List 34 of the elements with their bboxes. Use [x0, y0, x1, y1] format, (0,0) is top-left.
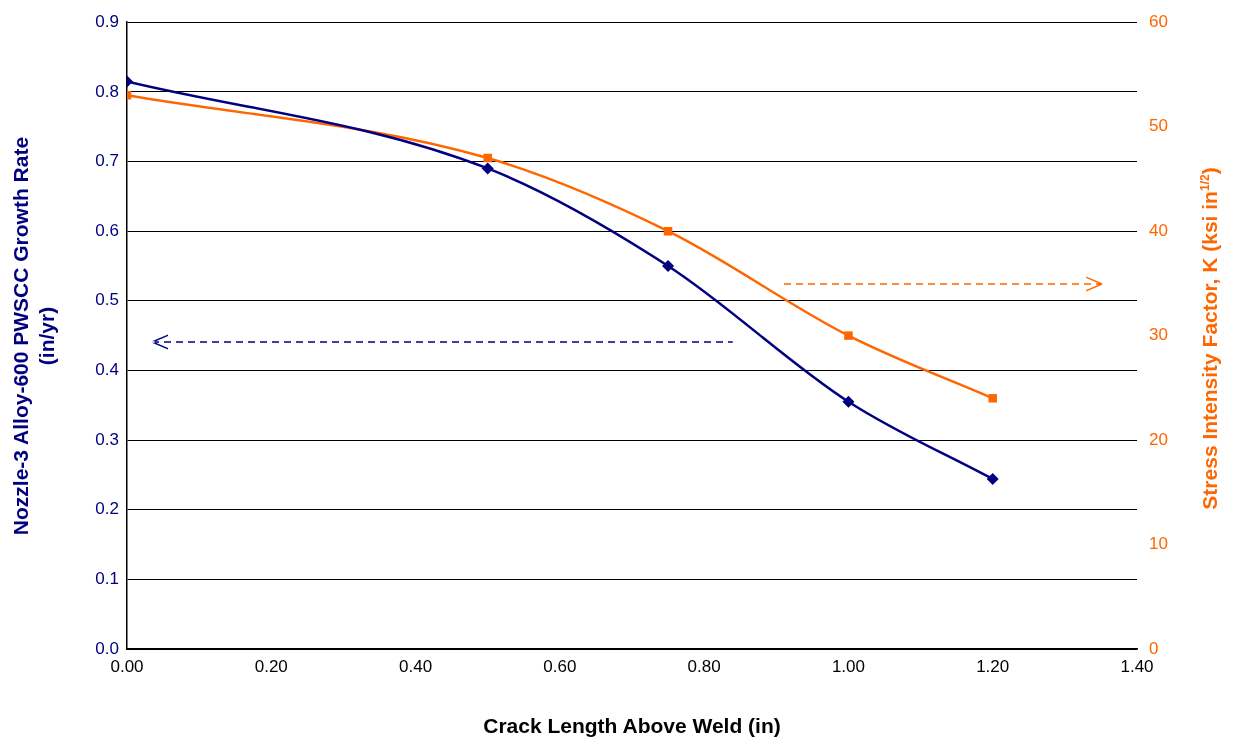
y-tick-label: 0.0: [95, 638, 119, 658]
point: [988, 394, 997, 403]
point: [986, 473, 999, 486]
y2-tick-label: 0: [1149, 638, 1159, 658]
x-tick-label: 0.40: [399, 656, 433, 676]
y2-tick-label: 50: [1149, 116, 1168, 136]
point: [483, 153, 492, 163]
y-tick-label: 0.5: [95, 290, 119, 310]
x-tick-label: 1.00: [831, 656, 865, 676]
x-tick-label: 0.60: [543, 656, 577, 676]
x-tick-label: 0.00: [110, 656, 144, 676]
y-axis-title: Nozzle-3 Alloy-600 PWSCC Growth Rate (in/yr): [8, 135, 59, 537]
y2-tick-label: 30: [1149, 325, 1168, 345]
x-tick-label: 1.40: [1120, 656, 1154, 676]
x-axis-title: Crack Length Above Weld (in): [483, 714, 781, 738]
x-tick-label: 0.20: [254, 656, 288, 676]
y-tick-label: 0.8: [95, 81, 119, 101]
y2-tick-label: 40: [1149, 220, 1168, 240]
y-tick-label: 0.3: [95, 429, 119, 449]
point: [844, 331, 853, 340]
point: [842, 395, 855, 408]
y2-tick-label: 10: [1149, 534, 1168, 554]
y-tick-label: 0.4: [95, 360, 119, 380]
y2-tick-label: 60: [1149, 11, 1168, 31]
point: [662, 259, 675, 272]
y2-tick-label: 20: [1149, 429, 1168, 449]
y-tick-label: 0.1: [95, 569, 119, 589]
point: [481, 162, 494, 175]
y-tick-label: 0.9: [95, 11, 119, 31]
y-tick-label: 0.2: [95, 499, 119, 519]
y-tick-label: 0.6: [95, 220, 119, 240]
y-tick-label: 0.7: [95, 151, 119, 171]
x-tick-label: 0.80: [687, 656, 721, 676]
x-tick-label: 1.20: [976, 656, 1010, 676]
